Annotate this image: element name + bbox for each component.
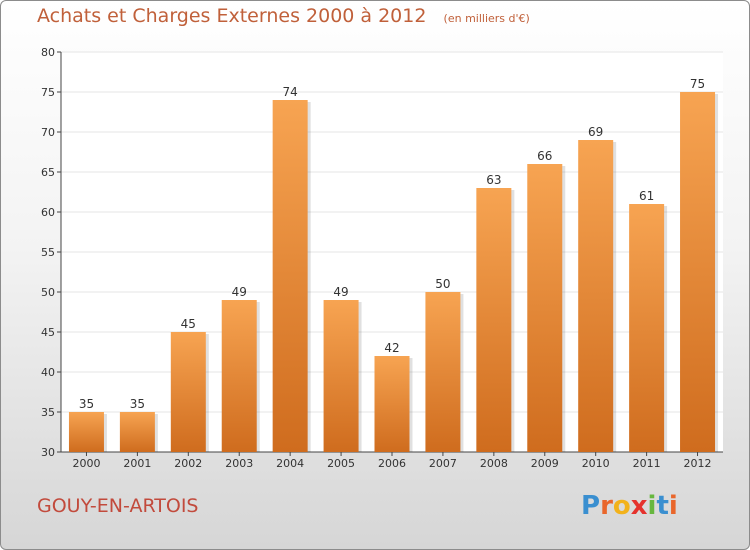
x-tick-label: 2006: [378, 457, 406, 470]
x-tick-label: 2003: [225, 457, 253, 470]
chart-unit: (en milliers d'€): [443, 12, 530, 25]
bar: [629, 204, 665, 452]
logo-letter: x: [630, 491, 648, 521]
bar: [68, 412, 104, 452]
x-tick-label: 2000: [72, 457, 100, 470]
logo-letter: i: [668, 491, 678, 521]
bar: [170, 332, 206, 452]
bar: [578, 140, 614, 452]
data-label: 49: [333, 285, 348, 299]
y-tick-label: 50: [41, 286, 55, 299]
x-tick-label: 2002: [174, 457, 202, 470]
data-label: 45: [181, 317, 196, 331]
x-tick-label: 2004: [276, 457, 304, 470]
y-tick-label: 55: [41, 246, 55, 259]
bar: [425, 292, 461, 452]
x-tick-label: 2007: [429, 457, 457, 470]
bar: [272, 100, 308, 452]
data-label: 63: [486, 173, 501, 187]
logo-letter: i: [647, 491, 657, 521]
bar: [221, 300, 257, 452]
y-tick-label: 40: [41, 366, 55, 379]
x-tick-label: 2001: [123, 457, 151, 470]
bar: [680, 92, 716, 452]
data-label: 61: [639, 189, 654, 203]
x-tick-label: 2010: [582, 457, 610, 470]
bar: [119, 412, 155, 452]
y-tick-label: 65: [41, 166, 55, 179]
y-tick-label: 75: [41, 86, 55, 99]
y-tick-label: 70: [41, 126, 55, 139]
bar: [323, 300, 359, 452]
x-tick-label: 2005: [327, 457, 355, 470]
data-label: 50: [435, 277, 450, 291]
bar: [374, 356, 410, 452]
data-label: 66: [537, 149, 552, 163]
x-tick-label: 2008: [480, 457, 508, 470]
data-label: 74: [283, 85, 298, 99]
y-tick-label: 35: [41, 406, 55, 419]
data-label: 42: [384, 341, 399, 355]
x-tick-label: 2009: [531, 457, 559, 470]
logo-letter: r: [600, 491, 613, 521]
proxiti-logo: Proxiti: [581, 491, 678, 521]
commune-name: GOUY-EN-ARTOIS: [37, 495, 199, 517]
y-tick-label: 30: [41, 446, 55, 459]
y-tick-label: 80: [41, 46, 55, 59]
y-tick-label: 60: [41, 206, 55, 219]
logo-letter: P: [581, 491, 601, 521]
data-label: 35: [79, 397, 94, 411]
logo-letter: o: [612, 491, 631, 521]
data-label: 49: [232, 285, 247, 299]
x-tick-label: 2011: [633, 457, 661, 470]
bar: [527, 164, 563, 452]
data-label: 75: [690, 77, 705, 91]
x-tick-label: 2012: [684, 457, 712, 470]
title-row: Achats et Charges Externes 2000 à 2012 (…: [37, 5, 530, 27]
chart-title: Achats et Charges Externes 2000 à 2012: [37, 5, 427, 27]
bar: [476, 188, 512, 452]
data-label: 35: [130, 397, 145, 411]
data-label: 69: [588, 125, 603, 139]
logo-letter: t: [656, 491, 669, 521]
y-tick-label: 45: [41, 326, 55, 339]
